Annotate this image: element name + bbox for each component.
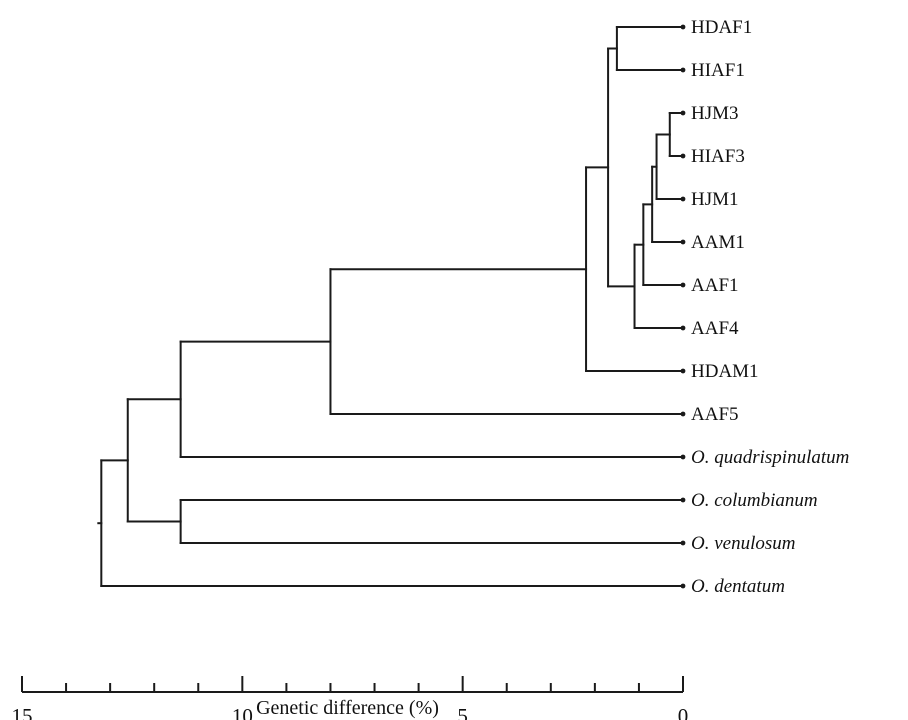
x-axis-ticks xyxy=(21,676,684,692)
tip-dot-Oden xyxy=(680,583,686,589)
leaf-label-AAF5: AAF5 xyxy=(691,404,739,425)
tick-label-10: 10 xyxy=(232,704,253,720)
x-axis: 15 10 5 0 Genetic difference (%) xyxy=(12,676,689,720)
leaf-label-Oden: O. dentatum xyxy=(691,576,785,597)
tree-tips xyxy=(680,24,686,589)
tip-dot-HJM3 xyxy=(680,110,686,116)
tip-dot-AAF5 xyxy=(680,411,686,417)
leaf-label-AAF4: AAF4 xyxy=(691,318,739,339)
leaf-label-HIAF1: HIAF1 xyxy=(691,60,745,81)
leaf-label-HDAM1: HDAM1 xyxy=(691,361,759,382)
tip-dot-AAF4 xyxy=(680,325,686,331)
leaf-label-HDAF1: HDAF1 xyxy=(691,17,752,38)
leaf-label-HIAF3: HIAF3 xyxy=(691,146,745,167)
leaf-label-HJM3: HJM3 xyxy=(691,103,739,124)
x-axis-tick-labels: 15 10 5 0 xyxy=(12,704,689,720)
tip-dot-Ocol xyxy=(680,497,686,503)
x-axis-title: Genetic difference (%) xyxy=(256,697,439,719)
tip-dot-HDAF1 xyxy=(680,24,686,30)
tip-dot-AAF1 xyxy=(680,282,686,288)
tip-dot-AAM1 xyxy=(680,239,686,245)
tick-label-0: 0 xyxy=(678,704,689,720)
tip-dot-Oquad xyxy=(680,454,686,460)
tick-label-5: 5 xyxy=(457,704,468,720)
leaf-labels: HDAF1 HIAF1 HJM3 HIAF3 HJM1 AAM1 AAF1 AAF4 HDAM1… xyxy=(691,17,849,597)
tip-dot-HJM1 xyxy=(680,196,686,202)
leaf-label-Ocol: O. columbianum xyxy=(691,490,818,511)
tip-dot-HDAM1 xyxy=(680,368,686,374)
leaf-label-AAM1: AAM1 xyxy=(691,232,745,253)
leaf-label-AAF1: AAF1 xyxy=(691,275,739,296)
leaf-label-Oquad: O. quadrispinulatum xyxy=(691,447,849,468)
tree-branches xyxy=(97,26,684,587)
leaf-label-Oven: O. venulosum xyxy=(691,533,795,554)
leaf-label-HJM1: HJM1 xyxy=(691,189,739,210)
tick-label-15: 15 xyxy=(12,704,33,720)
tip-dot-HIAF1 xyxy=(680,67,686,73)
tip-dot-Oven xyxy=(680,540,686,546)
tip-dot-HIAF3 xyxy=(680,153,686,159)
